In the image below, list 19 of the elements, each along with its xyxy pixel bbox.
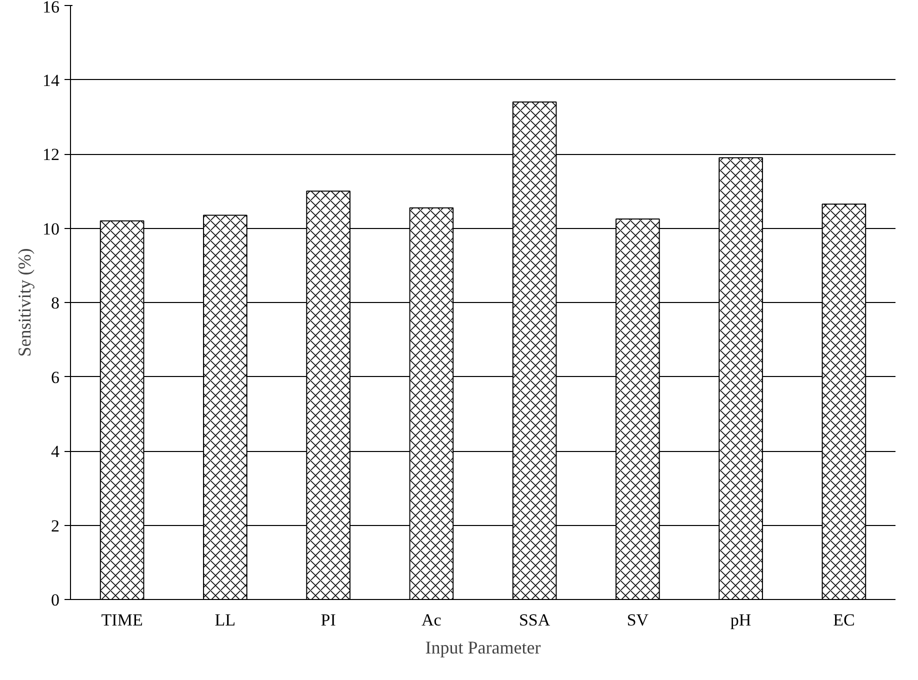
y-tick-label: 0 [51, 590, 60, 610]
x-tick-label: Ac [422, 610, 442, 630]
y-tick-label: 6 [51, 368, 60, 387]
x-tick-label: pH [730, 610, 752, 630]
x-tick-label: PI [320, 610, 336, 630]
x-tick-label: EC [833, 610, 855, 630]
x-tick-label: SV [626, 610, 650, 630]
y-tick-label: 2 [51, 516, 60, 536]
x-tick-label: SSA [518, 610, 551, 630]
y-tick-label: 10 [42, 219, 60, 238]
y-tick-label: 16 [42, 0, 60, 16]
x-tick-label: LL [214, 610, 236, 630]
y-tick-label: 12 [42, 145, 60, 164]
y-tick-label: 4 [51, 442, 60, 461]
y-tick-label: 8 [51, 294, 60, 312]
x-axis-title: Input Parameter [425, 638, 541, 658]
y-axis-title: Sensitivity (%) [14, 248, 34, 357]
x-tick-label: TIME [101, 610, 143, 630]
y-tick-label: 14 [42, 70, 60, 90]
